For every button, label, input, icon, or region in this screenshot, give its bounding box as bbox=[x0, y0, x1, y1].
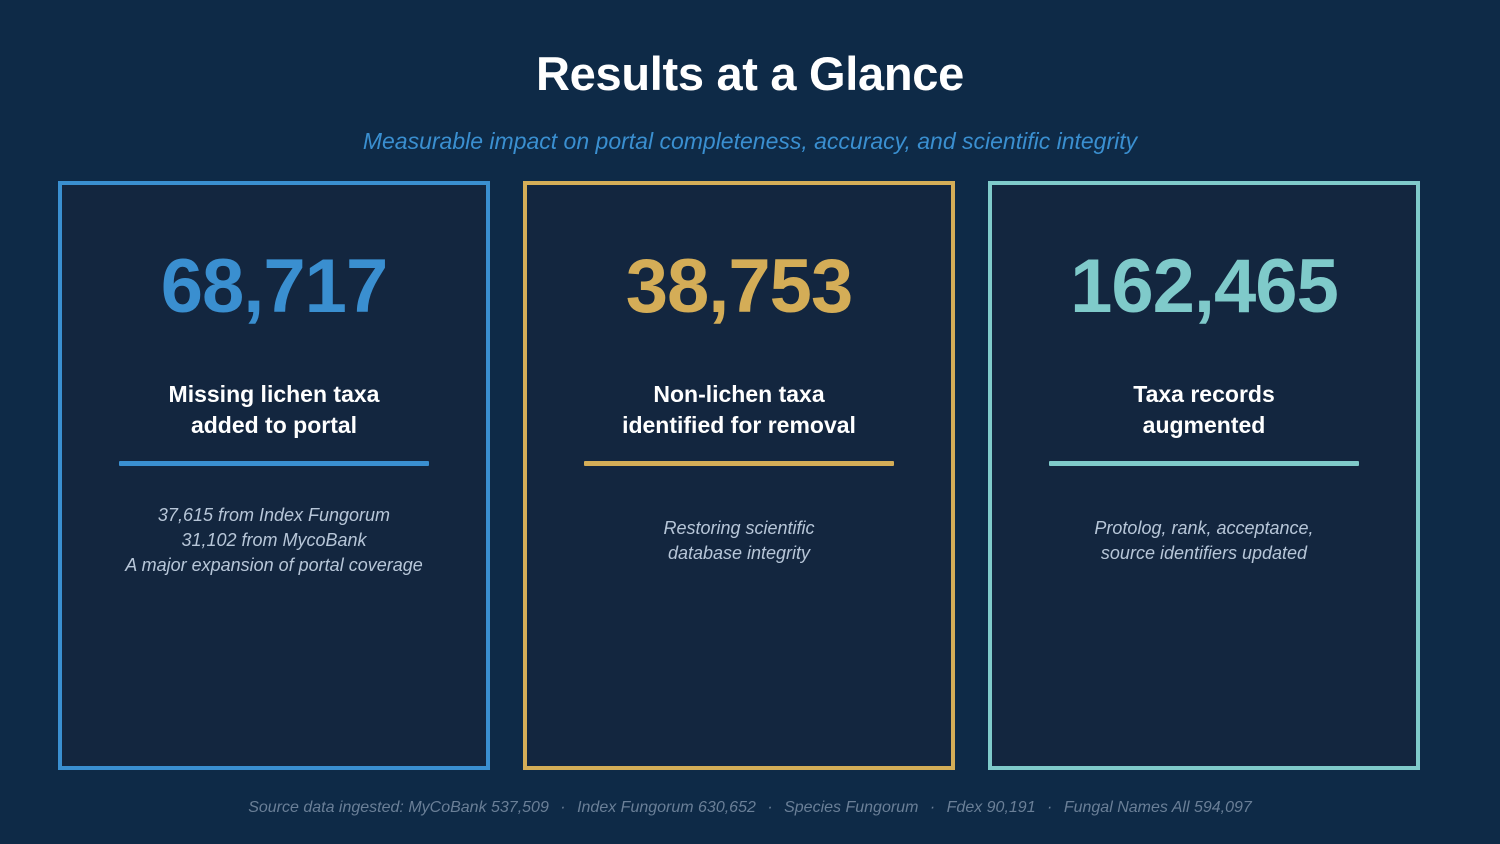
separator-dot: · bbox=[560, 799, 566, 816]
footer-source: MyCoBank 537,509 bbox=[408, 799, 549, 816]
separator-dot: · bbox=[929, 799, 936, 816]
stat-card-records-augmented: 162,465 Taxa records augmented Protolog,… bbox=[988, 181, 1420, 770]
stat-detail: Restoring scientific database integrity bbox=[663, 518, 815, 563]
stat-number: 68,717 bbox=[160, 244, 388, 329]
page-title: Results at a Glance bbox=[536, 47, 964, 100]
stat-label: Missing lichen taxa added to portal bbox=[168, 381, 380, 438]
stat-card-lichen-added: 68,717 Missing lichen taxa added to port… bbox=[58, 181, 490, 770]
card-divider bbox=[119, 461, 429, 466]
footer-source: Index Fungorum 630,652 bbox=[577, 799, 756, 816]
stat-number: 162,465 bbox=[1070, 244, 1339, 329]
card-divider bbox=[584, 461, 894, 466]
stat-detail: 37,615 from Index Fungorum 31,102 from M… bbox=[125, 505, 423, 575]
page-subtitle: Measurable impact on portal completeness… bbox=[362, 128, 1138, 154]
footer-source: Fdex 90,191 bbox=[946, 799, 1036, 816]
stat-label: Non-lichen taxa identified for removal bbox=[622, 381, 856, 438]
footer-source: Species Fungorum bbox=[784, 799, 919, 816]
separator-dot: · bbox=[767, 799, 773, 816]
footer-prefix: Source data ingested: bbox=[248, 799, 404, 816]
stat-card-nonlichen-removal: 38,753 Non-lichen taxa identified for re… bbox=[523, 181, 955, 770]
footer-source: Fungal Names All 594,097 bbox=[1063, 799, 1252, 816]
stat-label: Taxa records augmented bbox=[1133, 381, 1275, 438]
stat-number: 38,753 bbox=[625, 244, 853, 329]
stat-detail: Protolog, rank, acceptance, source ident… bbox=[1094, 518, 1314, 563]
separator-dot: · bbox=[1047, 799, 1053, 816]
card-divider bbox=[1049, 461, 1359, 466]
source-footer: Source data ingested: MyCoBank 537,509 ·… bbox=[0, 797, 1500, 819]
